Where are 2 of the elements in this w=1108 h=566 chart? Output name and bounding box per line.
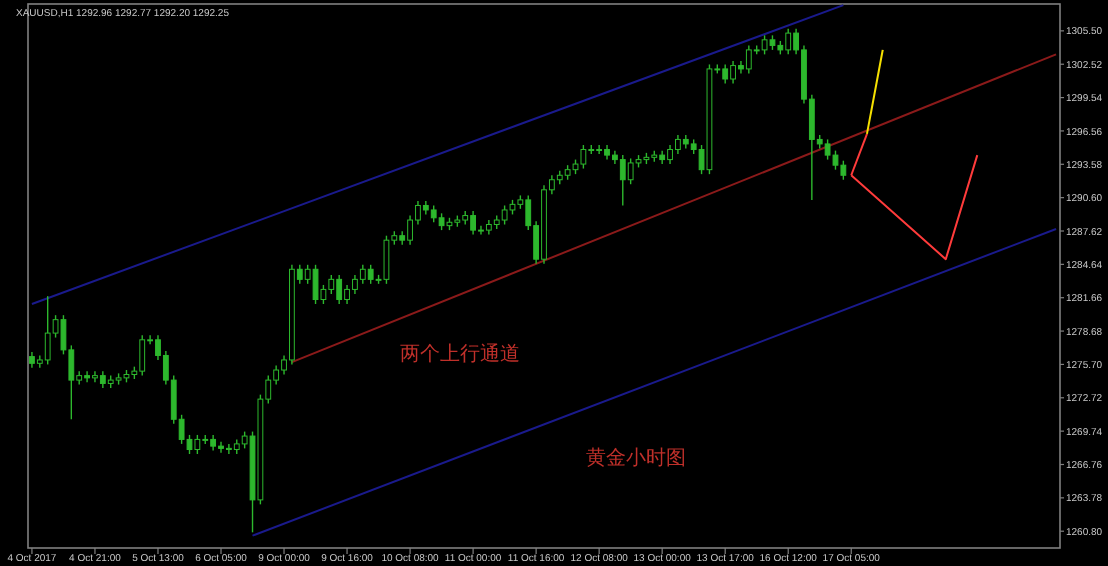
annotation: 两个上行通道 [400, 342, 520, 366]
annotation: 黄金小时图 [586, 446, 686, 470]
